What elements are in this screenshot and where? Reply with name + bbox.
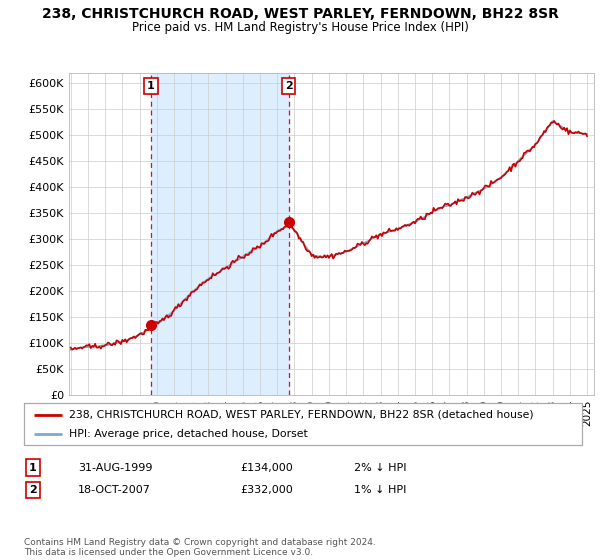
- Text: Price paid vs. HM Land Registry's House Price Index (HPI): Price paid vs. HM Land Registry's House …: [131, 21, 469, 34]
- Text: 2% ↓ HPI: 2% ↓ HPI: [354, 463, 407, 473]
- Text: Contains HM Land Registry data © Crown copyright and database right 2024.
This d: Contains HM Land Registry data © Crown c…: [24, 538, 376, 557]
- Text: 18-OCT-2007: 18-OCT-2007: [78, 485, 151, 495]
- Text: 1: 1: [147, 81, 155, 91]
- Text: HPI: Average price, detached house, Dorset: HPI: Average price, detached house, Dors…: [68, 429, 307, 439]
- Text: 1: 1: [29, 463, 37, 473]
- Text: £134,000: £134,000: [240, 463, 293, 473]
- Text: 1% ↓ HPI: 1% ↓ HPI: [354, 485, 406, 495]
- Bar: [151, 73, 289, 395]
- Text: 2: 2: [29, 485, 37, 495]
- Text: 238, CHRISTCHURCH ROAD, WEST PARLEY, FERNDOWN, BH22 8SR: 238, CHRISTCHURCH ROAD, WEST PARLEY, FER…: [41, 7, 559, 21]
- Text: 31-AUG-1999: 31-AUG-1999: [78, 463, 152, 473]
- Text: 238, CHRISTCHURCH ROAD, WEST PARLEY, FERNDOWN, BH22 8SR (detached house): 238, CHRISTCHURCH ROAD, WEST PARLEY, FER…: [68, 409, 533, 419]
- Text: £332,000: £332,000: [240, 485, 293, 495]
- Text: 2: 2: [285, 81, 293, 91]
